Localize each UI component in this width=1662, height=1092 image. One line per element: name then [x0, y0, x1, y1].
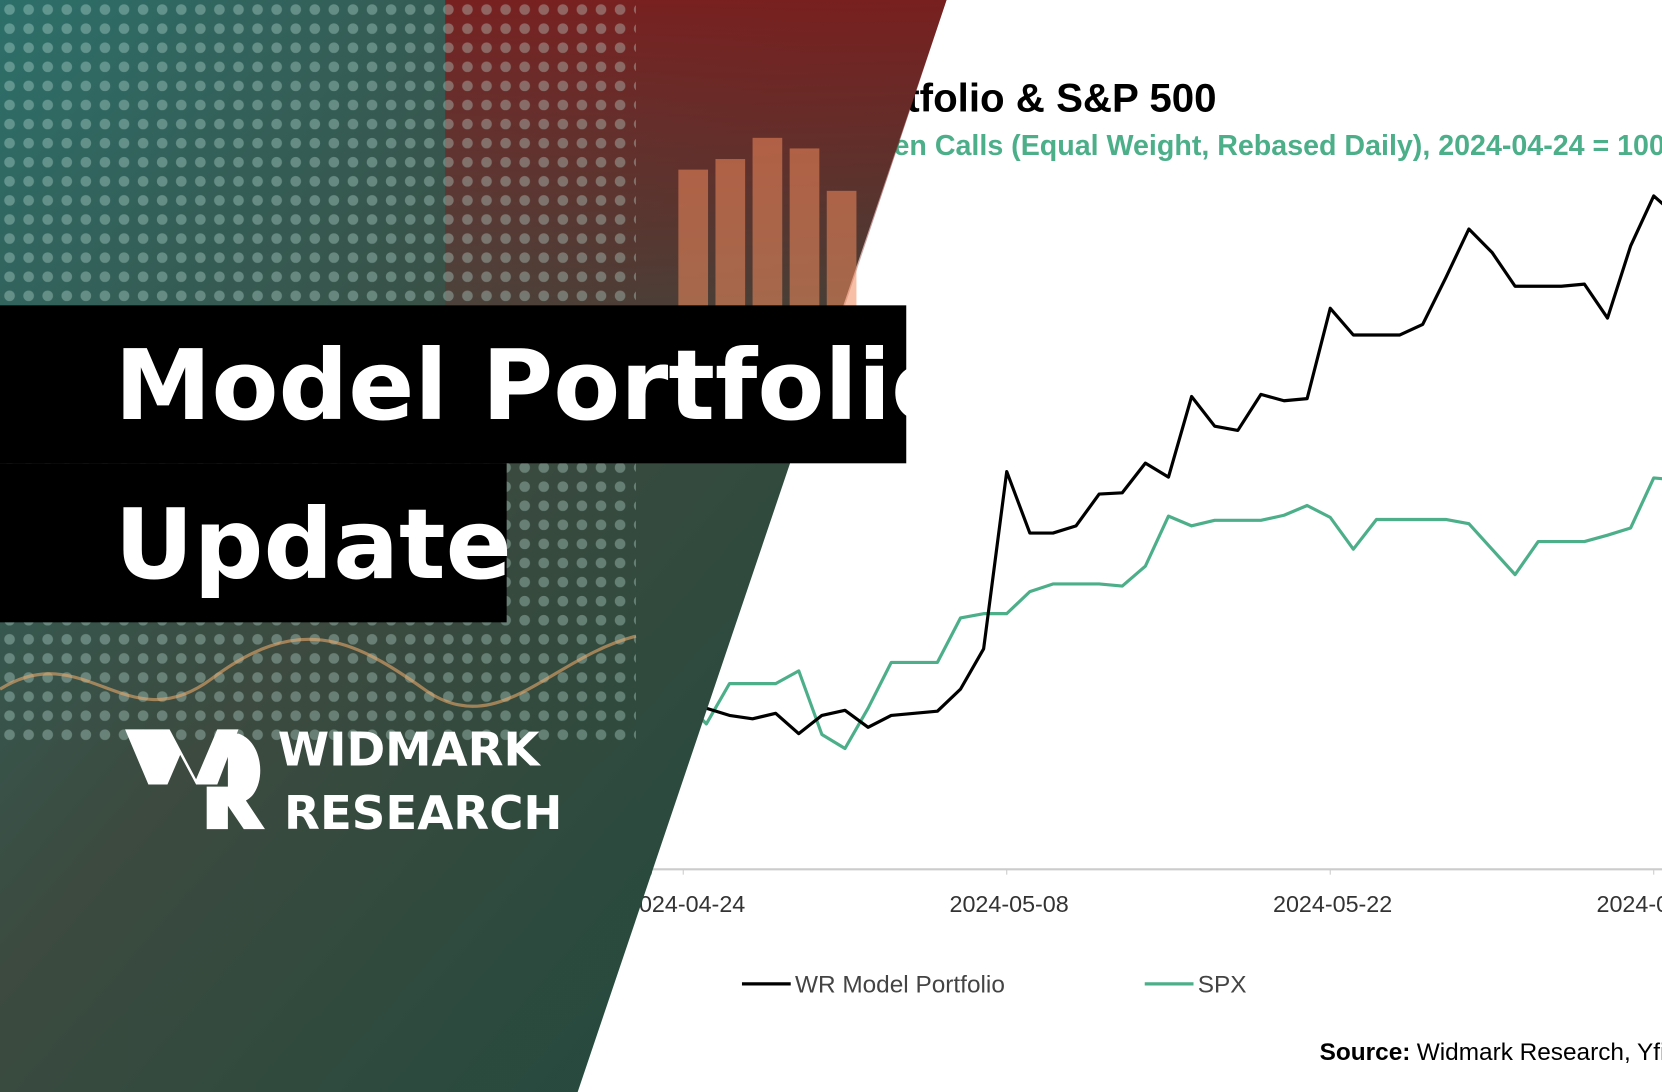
source-note: Source:Widmark Research, Yfina [1320, 1039, 1662, 1066]
series-line [682, 194, 1662, 736]
chart-subtitle: en Calls (Equal Weight, Rebased Daily), … [894, 130, 1662, 162]
series-line [682, 476, 1662, 751]
logo-text: RESEARCH [284, 786, 562, 840]
source-text: Widmark Research, Yfina [1417, 1039, 1662, 1066]
legend-label: WR Model Portfolio [795, 971, 1005, 998]
source-label: Source: [1320, 1039, 1411, 1066]
chart: tfolio & S&P 500 en Calls (Equal Weight, … [626, 75, 1662, 1066]
banner-title: Model Portfolio [114, 328, 958, 442]
x-tick-label: 2024-05-08 [950, 891, 1069, 917]
banner-panel: Model Portfolio Update WIDMARK RESEARCH [0, 0, 958, 1092]
chart-title: tfolio & S&P 500 [906, 75, 1216, 120]
logo-text: WIDMARK [278, 722, 542, 776]
x-tick-label: 2024-05-22 [1273, 891, 1392, 917]
banner-title: Update [114, 487, 511, 601]
x-tick-label: 2024-04-24 [626, 891, 745, 917]
x-tick-label: 2024-0 [1596, 891, 1662, 917]
legend-label: SPX [1198, 971, 1247, 998]
